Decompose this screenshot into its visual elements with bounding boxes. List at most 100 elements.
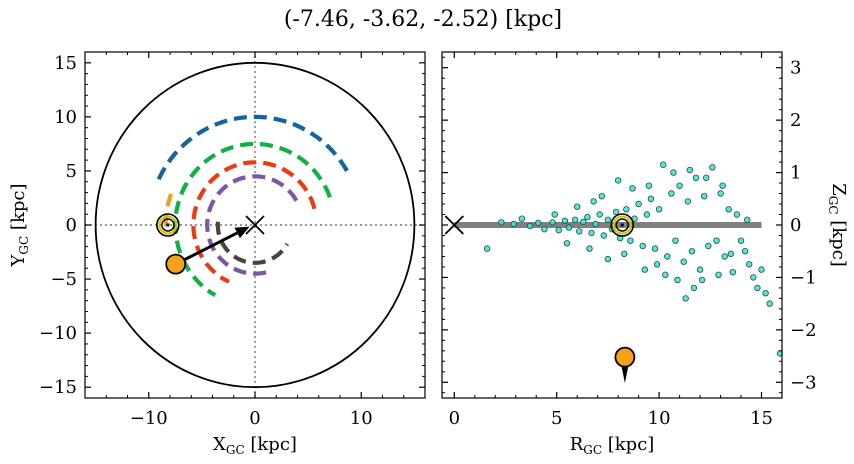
scatter-point [635, 200, 642, 208]
left-x-axis-label: XGC [kpc] [213, 434, 297, 457]
scatter-point [741, 247, 749, 255]
spiral-arm-5 [205, 174, 299, 276]
scatter-point [498, 219, 505, 226]
scatter-point [676, 182, 683, 189]
scatter-point [576, 228, 583, 235]
scatter-point [621, 250, 628, 257]
scatter-point [561, 217, 569, 224]
left-y-tick-label: 15 [54, 53, 77, 74]
object-motion-arrow [175, 231, 238, 266]
scatter-point [571, 216, 579, 223]
left-y-tick-label: −15 [39, 377, 77, 398]
right-plot-content [444, 161, 782, 384]
scatter-point [627, 237, 634, 244]
right-x-tick-label: 0 [449, 408, 460, 429]
left-y-tick-label: 10 [54, 107, 77, 128]
sun-marker-outer [610, 213, 635, 237]
right-x-tick-label: 5 [551, 408, 562, 429]
scatter-point [645, 182, 653, 189]
scatter-point [563, 240, 571, 247]
right-y-tick-label: 1 [790, 163, 801, 184]
scatter-point [586, 245, 593, 252]
scatter-point [612, 208, 620, 216]
scatter-point [744, 216, 751, 223]
scatter-point [701, 192, 708, 200]
left-y-tick-label: 0 [66, 215, 77, 236]
right-x-tick-label: 10 [648, 408, 671, 429]
scatter-point [596, 211, 603, 218]
scatter-point [692, 174, 700, 181]
left-plot-content [85, 52, 425, 398]
scatter-point [725, 206, 732, 213]
left-y-tick-label: −5 [50, 269, 77, 290]
scatter-point [483, 245, 491, 252]
scatter-point [535, 219, 542, 227]
right-y-tick-label: 2 [790, 110, 801, 131]
left-x-tick-label: −10 [130, 408, 168, 429]
scatter-point [762, 290, 769, 297]
sun-marker-dot [620, 223, 624, 227]
right-y-axis-label: ZGC [kpc] [826, 183, 849, 267]
right-x-tick-label: 15 [750, 408, 773, 429]
left-y-tick-label: 5 [66, 161, 77, 182]
left-x-tick-label: 10 [350, 408, 373, 429]
object-marker [165, 253, 187, 275]
scatter-point [668, 190, 675, 197]
scatter-point [664, 253, 671, 260]
right-axis-ticks: 0 5 10 15 −3 −2 −1 0 1 2 3 [442, 52, 817, 429]
scatter-point [719, 182, 726, 189]
scatter-point [672, 237, 679, 244]
figure-title: (-7.46, -3.62, -2.52) [kpc] [284, 7, 562, 32]
scatter-point [713, 237, 720, 244]
scatter-point [565, 224, 573, 231]
scatter-point [604, 255, 612, 263]
scatter-point [551, 211, 558, 218]
scatter-point [705, 242, 712, 250]
scatter-point [598, 192, 605, 200]
scatter-point [647, 195, 655, 202]
scatter-point [674, 276, 681, 284]
scatter-point [614, 177, 622, 184]
right-y-tick-label: −3 [790, 372, 817, 393]
scatter-point [600, 232, 607, 239]
scatter-point [592, 220, 599, 228]
scatter-point [526, 222, 534, 230]
scatter-point [588, 229, 595, 237]
right-y-tick-label: 3 [790, 58, 801, 79]
scatter-point [555, 226, 562, 234]
scatter-point [715, 271, 722, 278]
left-y-axis-label: YGC [kpc] [8, 184, 31, 268]
right-y-tick-label: −1 [790, 267, 817, 288]
scatter-point [682, 295, 689, 302]
scatter-point [655, 206, 663, 213]
galaxy-boundary-circle [94, 61, 416, 389]
sun-marker-ring [612, 215, 632, 235]
object-marker-right [614, 346, 636, 368]
scatter-point [686, 166, 693, 174]
scatter-point [727, 250, 734, 257]
scatter-point [651, 245, 659, 252]
scatter-point [660, 161, 667, 168]
scatter-point [729, 269, 736, 276]
scatter-point [690, 284, 698, 292]
scatter-point [737, 237, 745, 244]
scatter-point [574, 203, 581, 210]
spiral-arm-3 [163, 193, 174, 231]
scatter-point [758, 266, 765, 273]
scatter-point [641, 266, 648, 273]
scatter-point [754, 284, 761, 292]
scatter-point [549, 219, 556, 226]
sun-marker-dot [166, 223, 170, 227]
right-y-tick-label: 0 [790, 215, 801, 236]
scatter-point [733, 211, 741, 218]
scatter-point [684, 198, 691, 205]
scatter-point [590, 198, 597, 205]
scatter-point [518, 215, 526, 222]
left-axis-ticks: −10 0 10 −15 −10 −5 0 5 10 15 [39, 51, 426, 429]
right-y-tick-label: −2 [790, 320, 817, 341]
scatter-point [698, 276, 706, 284]
scatter-point [670, 169, 677, 176]
left-y-tick-label: −10 [39, 323, 77, 344]
right-x-axis-label: RGC [kpc] [570, 434, 655, 457]
